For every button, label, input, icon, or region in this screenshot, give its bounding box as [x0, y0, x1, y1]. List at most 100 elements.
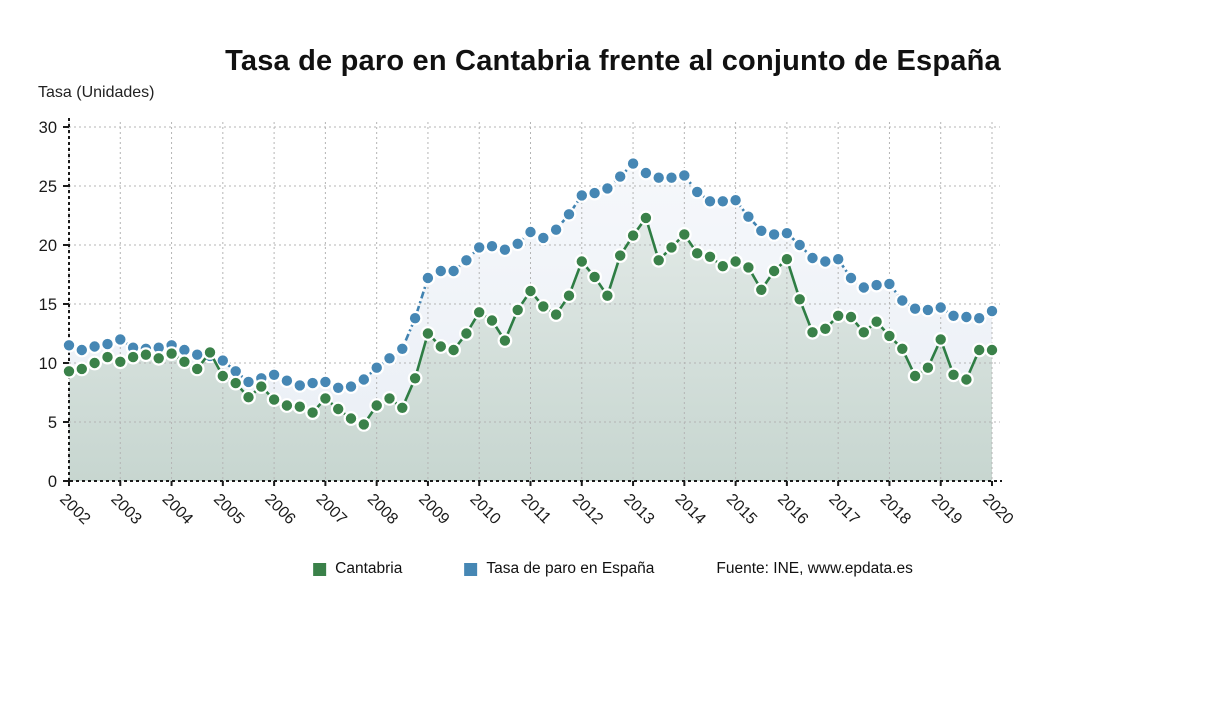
data-point-cantabria[interactable] — [510, 302, 526, 318]
data-point-cantabria[interactable] — [215, 368, 231, 384]
data-point-espana[interactable] — [933, 300, 949, 315]
data-point-espana[interactable] — [112, 332, 128, 347]
data-point-cantabria[interactable] — [561, 288, 577, 304]
data-point-espana[interactable] — [689, 184, 705, 200]
data-point-espana[interactable] — [600, 180, 615, 196]
data-point-cantabria[interactable] — [100, 349, 115, 365]
legend-item-cantabria[interactable]: Cantabria — [313, 560, 402, 578]
data-point-cantabria[interactable] — [715, 258, 731, 274]
data-point-cantabria[interactable] — [933, 332, 949, 347]
data-point-espana[interactable] — [805, 250, 820, 266]
data-point-espana[interactable] — [279, 373, 295, 389]
data-point-espana[interactable] — [382, 350, 397, 366]
data-point-cantabria[interactable] — [651, 252, 667, 268]
data-point-cantabria[interactable] — [702, 249, 718, 265]
data-point-espana[interactable] — [343, 379, 359, 395]
data-point-cantabria[interactable] — [138, 347, 154, 363]
data-point-cantabria[interactable] — [369, 398, 385, 413]
data-point-cantabria[interactable] — [471, 304, 487, 320]
data-point-espana[interactable] — [792, 237, 808, 253]
data-point-cantabria[interactable] — [843, 309, 859, 325]
data-point-espana[interactable] — [510, 236, 526, 252]
data-point-cantabria[interactable] — [228, 375, 244, 391]
data-point-cantabria[interactable] — [189, 361, 205, 377]
data-point-espana[interactable] — [420, 270, 436, 286]
data-point-espana[interactable] — [612, 169, 628, 185]
data-point-espana[interactable] — [638, 165, 654, 181]
data-point-espana[interactable] — [676, 167, 692, 183]
data-point-espana[interactable] — [292, 378, 308, 393]
data-point-cantabria[interactable] — [61, 363, 77, 379]
data-point-cantabria[interactable] — [959, 372, 974, 387]
data-point-cantabria[interactable] — [741, 260, 756, 275]
data-point-cantabria[interactable] — [535, 299, 551, 314]
data-point-cantabria[interactable] — [176, 354, 192, 370]
data-point-cantabria[interactable] — [305, 405, 321, 421]
data-point-espana[interactable] — [548, 222, 564, 238]
data-point-espana[interactable] — [446, 263, 462, 279]
data-point-espana[interactable] — [959, 309, 974, 325]
data-point-espana[interactable] — [817, 254, 833, 269]
data-point-espana[interactable] — [459, 252, 474, 268]
data-point-cantabria[interactable] — [805, 324, 820, 340]
data-point-espana[interactable] — [741, 209, 756, 225]
data-point-cantabria[interactable] — [382, 391, 397, 406]
data-point-espana[interactable] — [369, 360, 385, 376]
data-point-espana[interactable] — [394, 341, 410, 357]
data-point-cantabria[interactable] — [625, 228, 641, 244]
data-point-cantabria[interactable] — [766, 263, 782, 279]
data-point-espana[interactable] — [241, 374, 256, 390]
data-point-cantabria[interactable] — [753, 282, 769, 298]
data-point-cantabria[interactable] — [638, 210, 654, 226]
data-point-cantabria[interactable] — [574, 254, 590, 269]
data-point-cantabria[interactable] — [817, 321, 833, 337]
data-point-cantabria[interactable] — [856, 324, 872, 340]
data-point-espana[interactable] — [753, 223, 769, 239]
data-point-cantabria[interactable] — [792, 291, 808, 307]
data-point-cantabria[interactable] — [484, 313, 500, 328]
data-point-cantabria[interactable] — [151, 350, 167, 366]
data-point-cantabria[interactable] — [279, 398, 295, 413]
data-point-cantabria[interactable] — [318, 391, 333, 406]
data-point-espana[interactable] — [856, 280, 872, 295]
data-point-espana[interactable] — [843, 270, 859, 286]
data-point-espana[interactable] — [484, 238, 500, 254]
data-point-espana[interactable] — [74, 342, 90, 358]
data-point-espana[interactable] — [215, 353, 231, 369]
data-point-cantabria[interactable] — [894, 341, 910, 357]
data-point-cantabria[interactable] — [497, 333, 513, 349]
data-point-espana[interactable] — [497, 242, 513, 258]
data-point-espana[interactable] — [830, 251, 846, 267]
data-point-cantabria[interactable] — [202, 345, 218, 360]
data-point-cantabria[interactable] — [112, 354, 128, 370]
data-point-espana[interactable] — [869, 277, 884, 293]
legend-item-espana[interactable]: Tasa de paro en España — [464, 560, 654, 578]
data-point-espana[interactable] — [984, 303, 1000, 319]
data-point-espana[interactable] — [625, 156, 641, 172]
data-point-espana[interactable] — [920, 302, 936, 318]
data-point-cantabria[interactable] — [394, 400, 410, 416]
data-point-cantabria[interactable] — [587, 269, 602, 285]
data-point-espana[interactable] — [946, 308, 961, 324]
data-point-espana[interactable] — [574, 187, 590, 203]
data-point-espana[interactable] — [561, 206, 577, 222]
data-point-cantabria[interactable] — [689, 245, 705, 261]
data-point-cantabria[interactable] — [869, 314, 884, 330]
data-point-espana[interactable] — [894, 293, 910, 308]
data-point-cantabria[interactable] — [612, 248, 628, 264]
data-point-espana[interactable] — [523, 224, 538, 240]
data-point-cantabria[interactable] — [946, 367, 961, 383]
data-point-cantabria[interactable] — [343, 411, 359, 426]
data-point-cantabria[interactable] — [728, 254, 743, 269]
data-point-espana[interactable] — [907, 301, 923, 317]
data-point-cantabria[interactable] — [779, 251, 795, 267]
data-point-espana[interactable] — [702, 193, 718, 209]
data-point-cantabria[interactable] — [125, 349, 141, 365]
data-point-espana[interactable] — [330, 380, 346, 396]
data-point-espana[interactable] — [766, 226, 782, 242]
data-point-cantabria[interactable] — [882, 328, 897, 344]
data-point-cantabria[interactable] — [420, 326, 436, 341]
data-point-cantabria[interactable] — [241, 389, 256, 405]
data-point-espana[interactable] — [266, 367, 282, 383]
data-point-cantabria[interactable] — [292, 399, 308, 415]
